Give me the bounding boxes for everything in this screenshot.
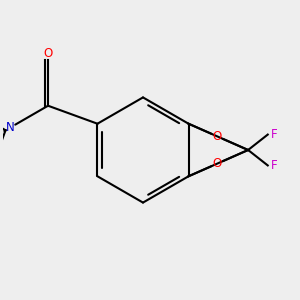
Text: O: O <box>212 157 222 170</box>
Text: F: F <box>271 128 278 141</box>
Text: F: F <box>271 159 278 172</box>
Text: O: O <box>44 46 53 60</box>
Text: N: N <box>5 121 14 134</box>
Text: O: O <box>212 130 222 143</box>
